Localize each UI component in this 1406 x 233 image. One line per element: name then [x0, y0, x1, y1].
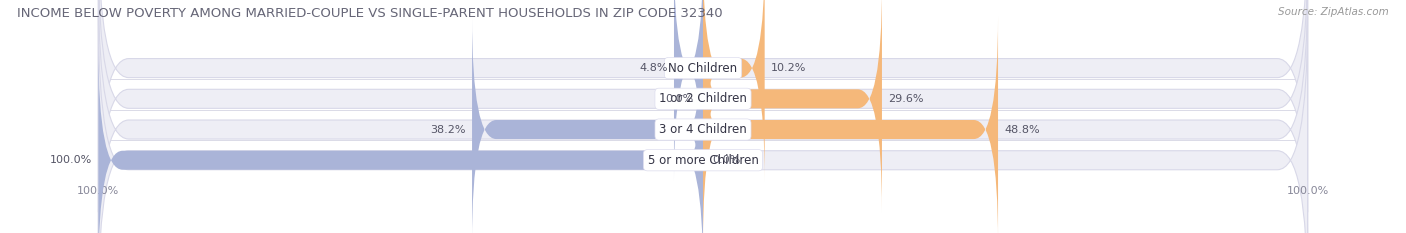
Text: No Children: No Children: [668, 62, 738, 75]
Text: 3 or 4 Children: 3 or 4 Children: [659, 123, 747, 136]
Text: 1 or 2 Children: 1 or 2 Children: [659, 92, 747, 105]
Text: 29.6%: 29.6%: [889, 94, 924, 104]
Text: 0.0%: 0.0%: [665, 94, 695, 104]
FancyBboxPatch shape: [98, 0, 1308, 233]
FancyBboxPatch shape: [98, 16, 1308, 233]
FancyBboxPatch shape: [98, 47, 703, 233]
Text: 0.0%: 0.0%: [711, 155, 741, 165]
FancyBboxPatch shape: [98, 0, 1308, 212]
Text: 100.0%: 100.0%: [51, 155, 93, 165]
Text: 4.8%: 4.8%: [640, 63, 668, 73]
FancyBboxPatch shape: [472, 16, 703, 233]
FancyBboxPatch shape: [703, 0, 882, 212]
Text: 48.8%: 48.8%: [1004, 124, 1039, 134]
Text: 38.2%: 38.2%: [430, 124, 465, 134]
FancyBboxPatch shape: [703, 0, 765, 182]
FancyBboxPatch shape: [98, 0, 1308, 233]
Text: 10.2%: 10.2%: [770, 63, 806, 73]
Text: INCOME BELOW POVERTY AMONG MARRIED-COUPLE VS SINGLE-PARENT HOUSEHOLDS IN ZIP COD: INCOME BELOW POVERTY AMONG MARRIED-COUPL…: [17, 7, 723, 20]
FancyBboxPatch shape: [673, 0, 703, 182]
Text: Source: ZipAtlas.com: Source: ZipAtlas.com: [1278, 7, 1389, 17]
Text: 5 or more Children: 5 or more Children: [648, 154, 758, 167]
FancyBboxPatch shape: [703, 16, 998, 233]
